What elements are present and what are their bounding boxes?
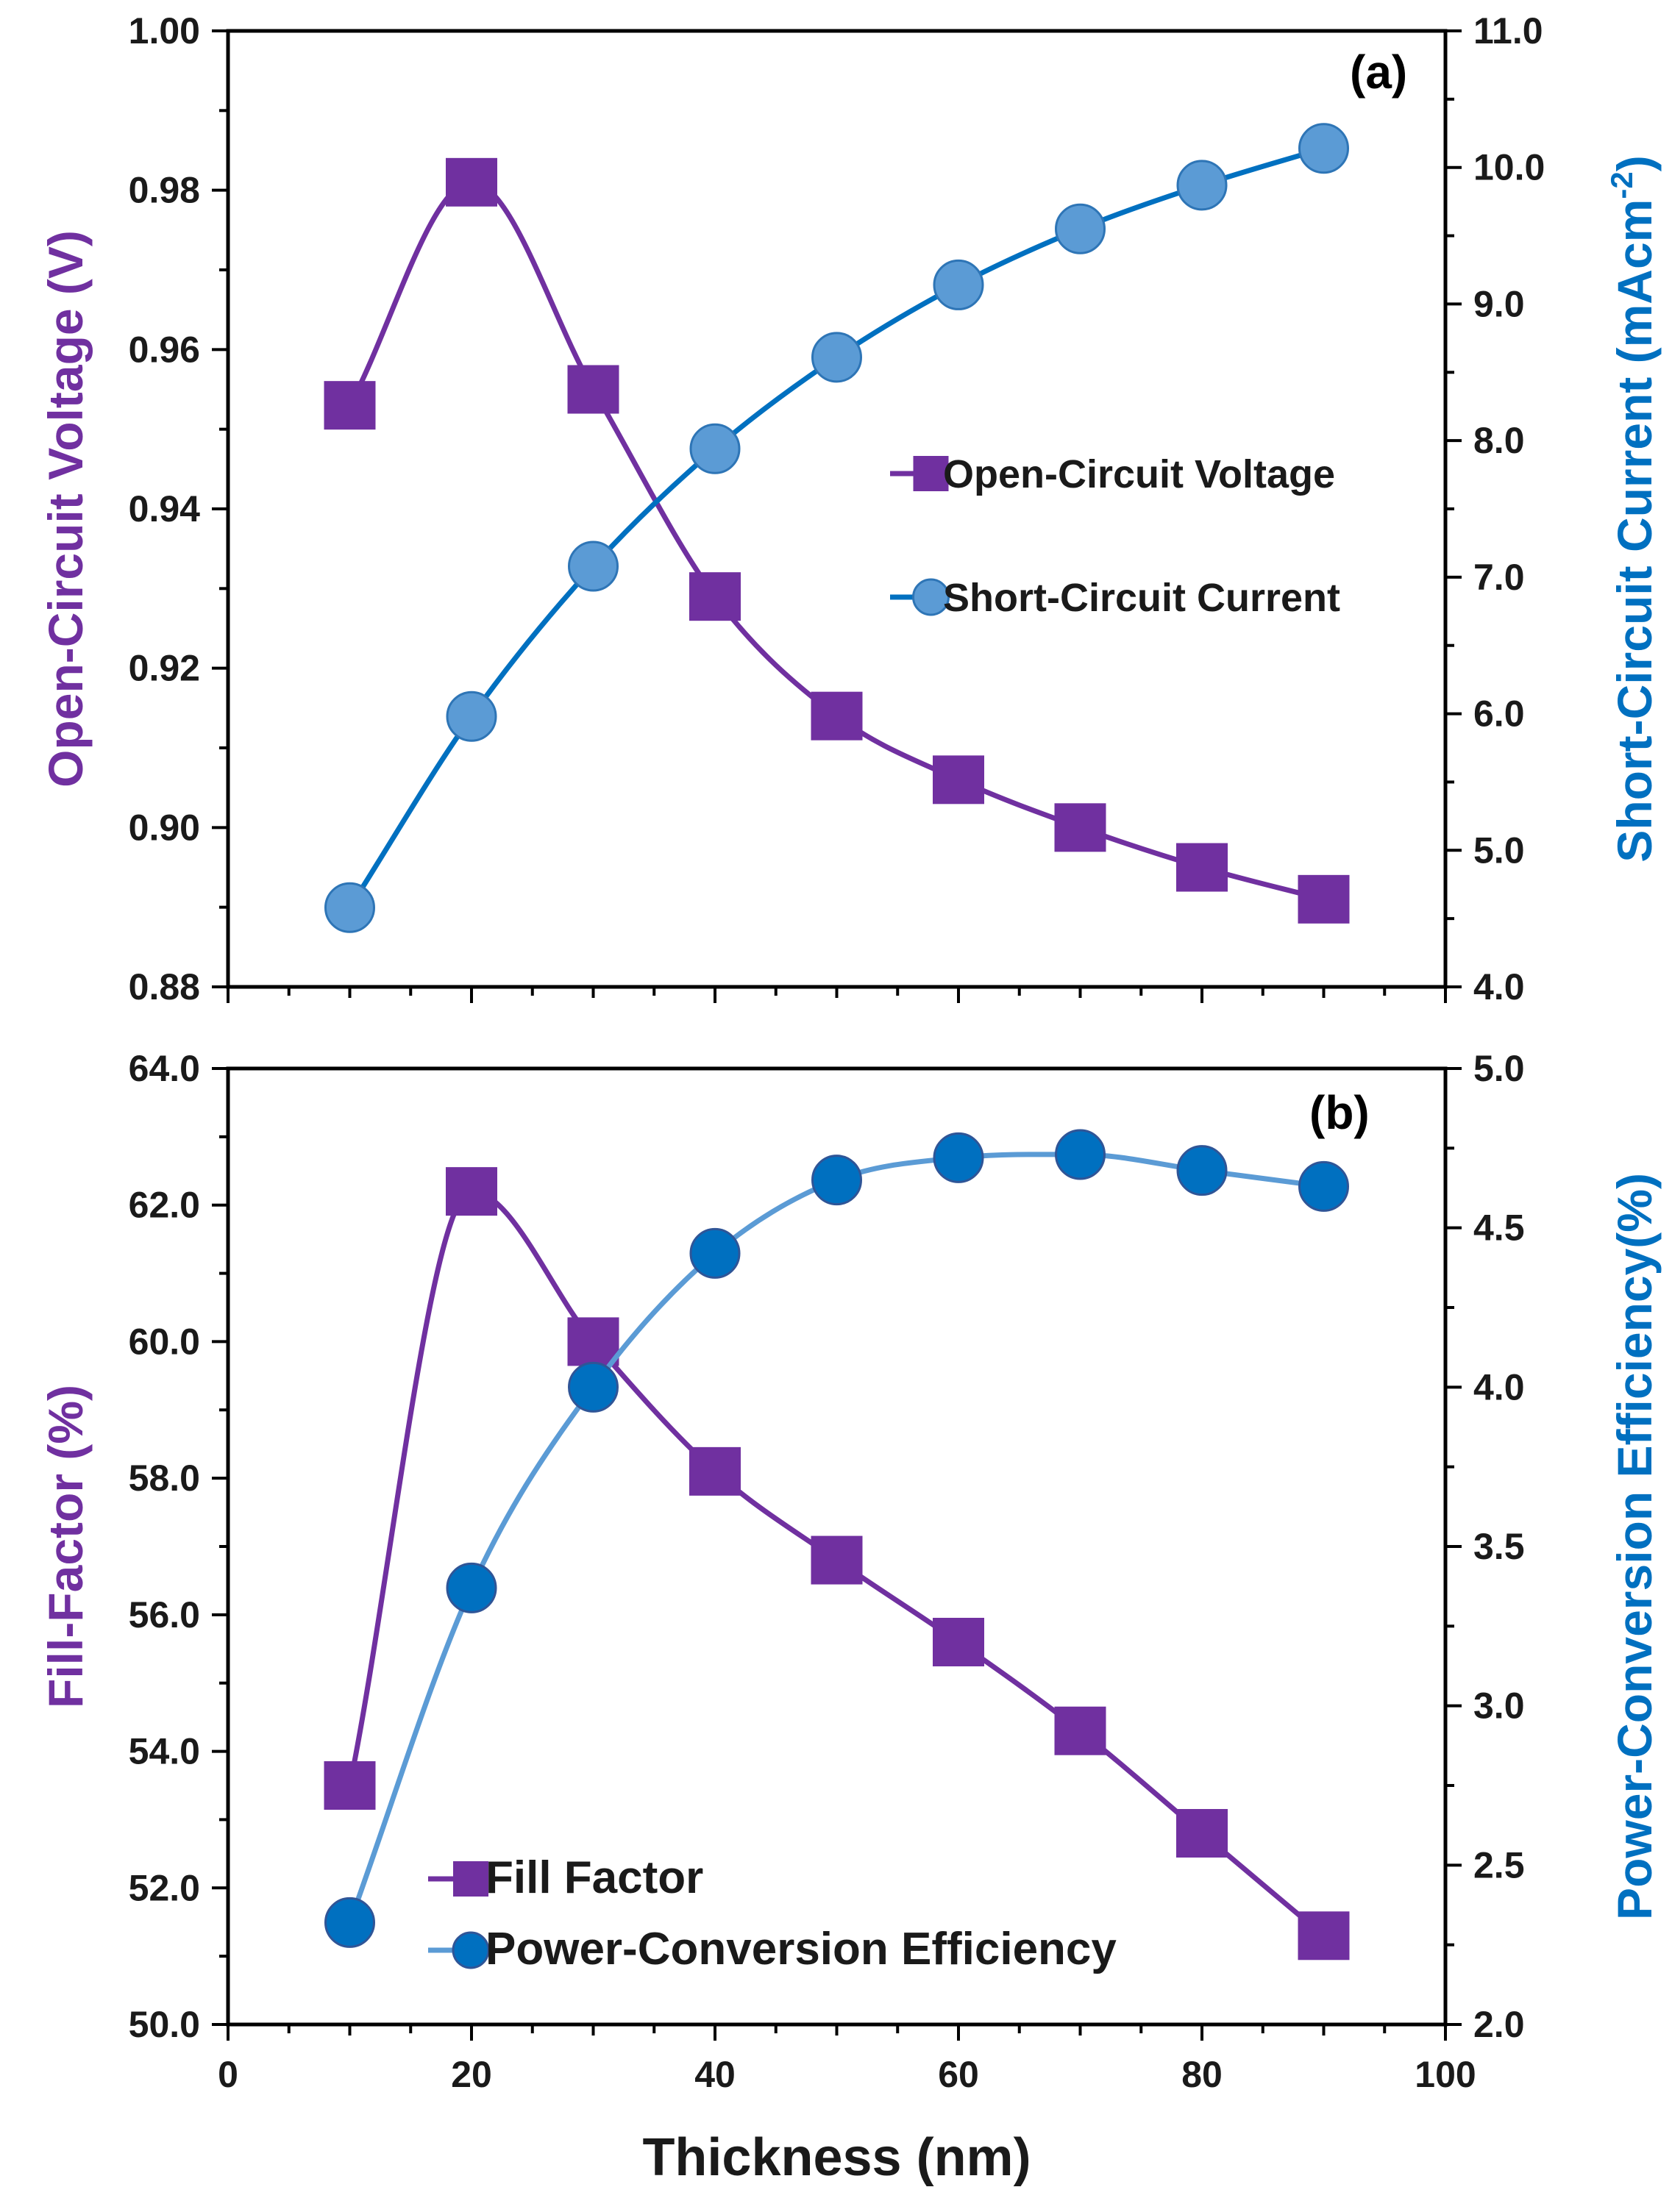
panel-a-series-1-point-7 bbox=[1176, 160, 1228, 211]
panel-b-y-right-tick-label: 3.5 bbox=[1473, 1526, 1525, 1567]
panel-a-series-1-point-8 bbox=[1298, 123, 1349, 174]
panel-b-series-0-line bbox=[347, 1188, 1326, 1938]
panel-a-y-left-tick-label: 0.92 bbox=[129, 648, 200, 689]
panel-b-series-0-point-4 bbox=[811, 1535, 863, 1585]
panel-b-y-right-tick-label: 2.0 bbox=[1473, 2004, 1525, 2045]
panel-a-y-right-tick-label: 10.0 bbox=[1473, 147, 1545, 188]
panel-a-y-left-tick-label: 0.98 bbox=[129, 170, 200, 211]
panel-b-y-right-label-main: Power-Conversion Efficiency(%) bbox=[1607, 1173, 1662, 1920]
panel-a-y-right-tick-label: 7.0 bbox=[1473, 557, 1525, 598]
panel-b-x-tick-label: 80 bbox=[1181, 2054, 1223, 2095]
panel-b-y-right-tick-label: 2.5 bbox=[1473, 1844, 1525, 1885]
panel-a-legend-1-marker bbox=[912, 578, 950, 616]
panel-a-y-left-label: Open-Circuit Voltage (V) bbox=[38, 230, 93, 788]
panel-b-x-tick-label: 40 bbox=[694, 2054, 736, 2095]
panel-b-y-right-tick-label: 5.0 bbox=[1473, 1048, 1525, 1089]
panel-b-series-0-point-6 bbox=[1054, 1706, 1106, 1755]
panel-b-x-tick-label: 60 bbox=[938, 2054, 979, 2095]
panel-b-x-tick-label: 0 bbox=[218, 2054, 238, 2095]
panel-a-y-right-label-close: ) bbox=[1607, 155, 1662, 171]
panel-b-y-left-tick-label: 58.0 bbox=[129, 1458, 200, 1499]
panel-b-y-right-tick-label: 4.0 bbox=[1473, 1366, 1525, 1408]
panel-b-y-left-tick-label: 56.0 bbox=[129, 1594, 200, 1635]
panel-a-series-0-point-7 bbox=[1176, 843, 1228, 892]
panel-a-series-0-point-3 bbox=[689, 572, 741, 621]
panel-a-y-left-tick-label: 0.90 bbox=[129, 807, 200, 848]
panel-a-y-right-tick-label: 8.0 bbox=[1473, 420, 1525, 461]
panel-a-series-0-point-1 bbox=[446, 157, 497, 207]
panel-a-plot-frame bbox=[226, 29, 1448, 989]
panel-b-series-1-point-3 bbox=[689, 1227, 741, 1279]
panel-b-y-right-tick-label: 3.0 bbox=[1473, 1685, 1525, 1727]
panel-a-y-left-tick-label: 1.00 bbox=[129, 10, 200, 51]
panel-a-series-0-point-0 bbox=[324, 381, 376, 430]
panel-b-x-tick-label: 100 bbox=[1415, 2054, 1476, 2095]
panel-a-series-0-point-8 bbox=[1298, 874, 1350, 924]
panel-b-series-1-point-7 bbox=[1176, 1145, 1228, 1196]
panel-a-y-right-tick-label: 11.0 bbox=[1473, 10, 1543, 51]
panel-b-x-label: Thickness (nm) bbox=[642, 2128, 1031, 2187]
panel-b-x-tick-label: 20 bbox=[451, 2054, 492, 2095]
panel-b-series-1-point-0 bbox=[324, 1897, 375, 1948]
panel-a-panel-label: (a) bbox=[1350, 46, 1407, 99]
panel-b-y-right-tick-label: 4.5 bbox=[1473, 1207, 1525, 1249]
series-layer bbox=[324, 123, 1350, 1961]
panel-a-y-left-tick-label: 0.96 bbox=[129, 329, 200, 370]
panel-a-series-1-point-2 bbox=[568, 540, 619, 592]
panel-a-y-right-label-main: Short-Circuit Current (mAcm bbox=[1607, 199, 1662, 863]
panel-b-series-0-point-5 bbox=[933, 1618, 984, 1666]
panel-a-series-0-point-4 bbox=[811, 691, 863, 741]
panel-a-series-0-point-6 bbox=[1054, 803, 1106, 852]
panel-b-y-left-tick-label: 60.0 bbox=[129, 1321, 200, 1362]
panel-a-y-right-tick-label: 5.0 bbox=[1473, 830, 1525, 871]
panel-a-y-right-tick-label: 9.0 bbox=[1473, 283, 1525, 324]
panel-b-legend-0-label: Fill Factor bbox=[485, 1852, 703, 1903]
panel-a-y-left-tick-label: 0.88 bbox=[129, 966, 200, 1007]
panel-b-series-1-point-8 bbox=[1298, 1160, 1349, 1212]
panel-a-series-1-point-0 bbox=[324, 882, 375, 933]
panel-b-y-left-tick-label: 52.0 bbox=[129, 1867, 200, 1908]
panel-a-y-left-tick-label: 0.94 bbox=[129, 488, 201, 529]
panel-b-y-left-label: Fill-Factor (%) bbox=[38, 1385, 93, 1708]
axes-layer bbox=[212, 29, 1462, 2041]
panel-b-series-1-point-4 bbox=[811, 1155, 862, 1206]
panel-a-legend-0-marker bbox=[913, 456, 949, 491]
panel-b-series-1-point-5 bbox=[933, 1132, 984, 1183]
text-layer: 0.88 0.90 0.92 0.94 0.96 0.98 1.00 4.0 5.0 6.0 7.0… bbox=[38, 10, 1662, 2187]
panel-b-series-0-point-1 bbox=[446, 1167, 497, 1216]
panel-b-panel-label: (b) bbox=[1309, 1086, 1370, 1139]
panel-a-series-0-line bbox=[347, 179, 1325, 902]
panel-a-legend-1-label: Short-Circuit Current bbox=[943, 576, 1340, 620]
panel-a-series-1-point-6 bbox=[1055, 203, 1106, 254]
panel-a-series-0-point-5 bbox=[933, 755, 984, 804]
panel-b-legend-1-label: Power-Conversion Efficiency bbox=[485, 1924, 1117, 1974]
panel-b-y-left-tick-label: 54.0 bbox=[129, 1731, 200, 1772]
panel-b-legend-0-marker bbox=[453, 1861, 488, 1897]
panel-a-legend-0-label: Open-Circuit Voltage bbox=[943, 452, 1335, 496]
panel-b-series-1-point-6 bbox=[1055, 1129, 1106, 1180]
panel-a-series-0-point-2 bbox=[567, 365, 619, 414]
panel-b-series-0-point-2 bbox=[567, 1317, 619, 1366]
panel-a-y-right-label-sup: -2 bbox=[1604, 171, 1639, 199]
panel-b-series-1-point-2 bbox=[568, 1361, 619, 1413]
panel-a-series-1-point-5 bbox=[933, 259, 984, 310]
panel-a-series-1-point-1 bbox=[446, 691, 497, 742]
panel-a-y-right-tick-label: 4.0 bbox=[1473, 966, 1525, 1007]
panel-b-series-0-point-3 bbox=[689, 1446, 741, 1496]
panel-a-series-1-point-3 bbox=[689, 423, 741, 474]
panel-b-y-left-tick-label: 62.0 bbox=[129, 1185, 200, 1226]
panel-a-y-right-tick-label: 6.0 bbox=[1473, 693, 1525, 735]
panel-b-series-0-point-0 bbox=[324, 1761, 376, 1810]
panel-a-series-1-line bbox=[347, 146, 1325, 910]
panel-b-y-left-tick-label: 50.0 bbox=[129, 2004, 200, 2045]
panel-a-series-1-point-4 bbox=[811, 332, 862, 383]
panel-b-y-right-label: Power-Conversion Efficiency(%) bbox=[1607, 1173, 1662, 1920]
panel-b-y-left-tick-label: 64.0 bbox=[129, 1048, 200, 1089]
panel-b-legend-1-marker bbox=[452, 1931, 490, 1969]
panel-a-y-right-label: Short-Circuit Current (mAcm-2) bbox=[1604, 155, 1662, 862]
panel-b-series-0-point-8 bbox=[1298, 1911, 1350, 1961]
panel-b-series-1-point-1 bbox=[446, 1562, 497, 1613]
panel-b-series-0-point-7 bbox=[1176, 1809, 1228, 1858]
